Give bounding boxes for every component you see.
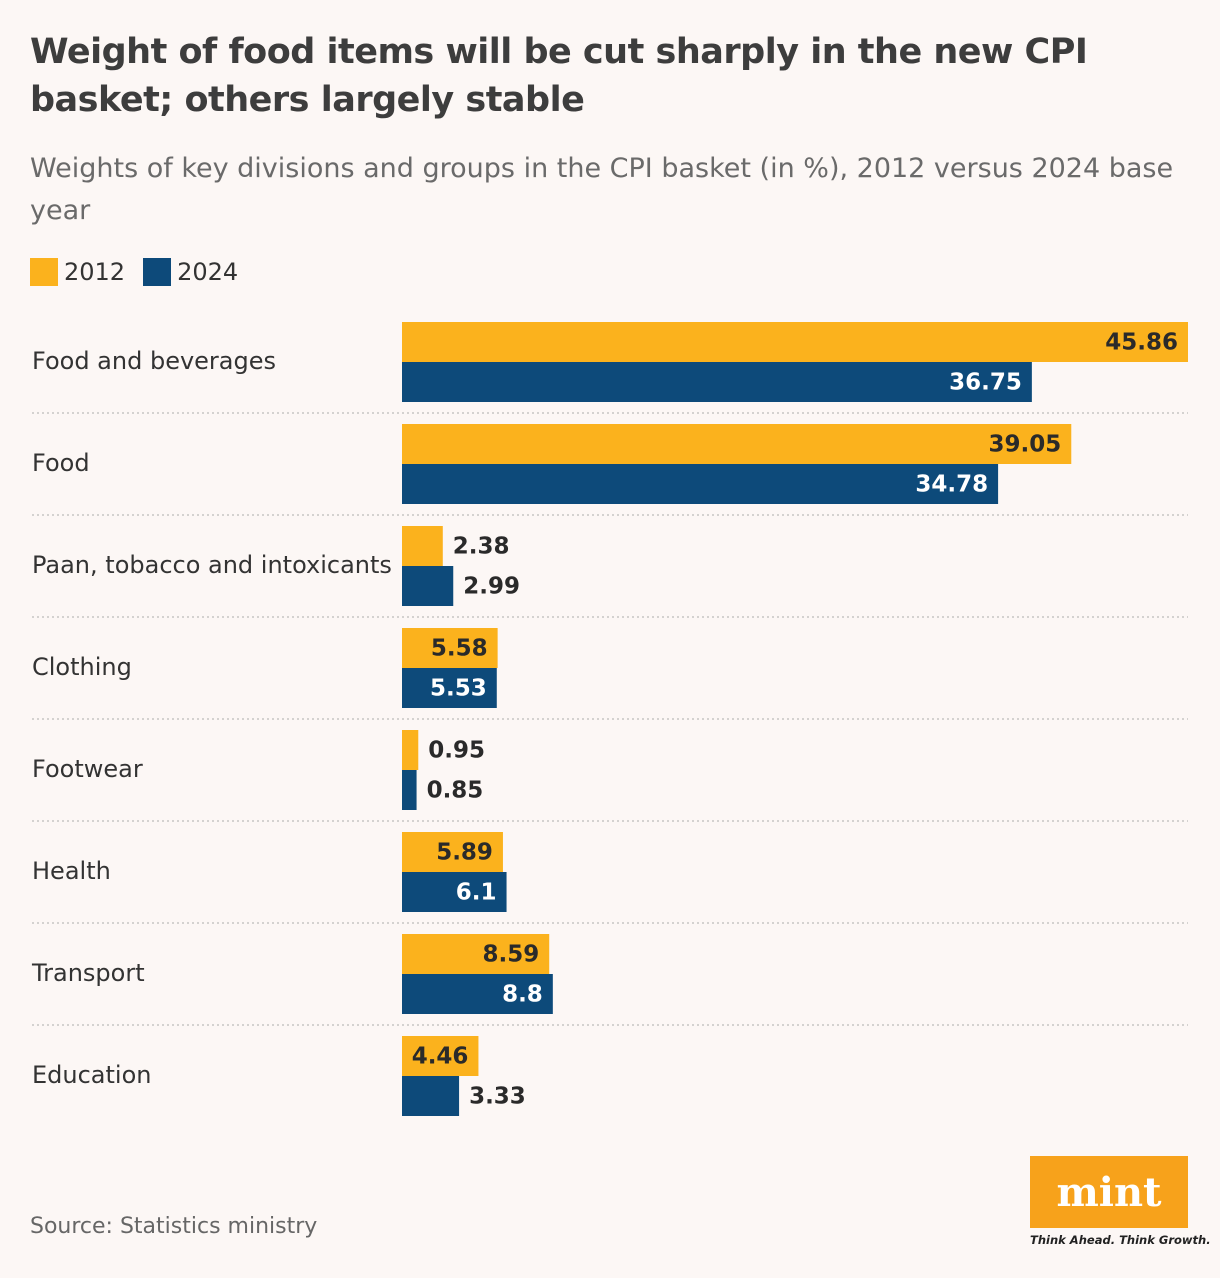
legend-swatch (30, 258, 58, 286)
category-label: Footwear (32, 755, 143, 783)
value-label: 36.75 (949, 370, 1022, 396)
category-label: Clothing (32, 653, 132, 681)
category-label: Paan, tobacco and intoxicants (32, 551, 392, 579)
bar (402, 730, 419, 770)
value-label: 34.78 (915, 472, 988, 498)
value-label: 5.53 (430, 676, 487, 702)
tagline: Think Ahead. Think Growth. (1030, 1233, 1211, 1247)
bar (402, 974, 553, 1014)
bar (402, 668, 497, 708)
value-label: 3.33 (469, 1084, 526, 1110)
bar (402, 424, 1072, 464)
bar (402, 832, 503, 872)
bar (402, 770, 417, 810)
value-label: 5.58 (431, 636, 488, 662)
value-label: 8.8 (502, 982, 543, 1008)
value-label: 2.99 (463, 574, 520, 600)
legend-swatch (143, 258, 172, 286)
value-label: 39.05 (989, 432, 1062, 458)
bar (402, 1076, 460, 1116)
legend-label: 2012 (64, 258, 126, 286)
bar (402, 934, 550, 974)
bar (402, 566, 454, 606)
bar (402, 322, 1188, 362)
bar (402, 1036, 479, 1076)
category-label: Food and beverages (32, 347, 276, 375)
bar (402, 628, 498, 668)
legend-item: 2012 (30, 258, 125, 286)
value-label: 8.59 (482, 942, 539, 968)
value-label: 45.86 (1105, 330, 1178, 356)
category-label: Food (32, 449, 90, 477)
bar (402, 526, 443, 566)
value-label: 2.38 (453, 534, 510, 560)
chart-subtitle: Weights of key divisions and groups in t… (30, 153, 1174, 226)
value-label: 0.85 (427, 778, 484, 804)
value-label: 4.46 (412, 1044, 469, 1070)
value-label: 6.1 (456, 880, 497, 906)
bar (402, 362, 1032, 402)
legend: 2012 2024 (30, 258, 238, 286)
bar (402, 872, 507, 912)
legend-label: 2024 (177, 258, 239, 286)
category-label: Transport (31, 959, 145, 987)
category-label: Education (32, 1061, 151, 1089)
value-label: 0.95 (428, 738, 485, 764)
chart-title: Weight of food items will be cut sharply… (30, 32, 1088, 120)
value-label: 5.89 (436, 840, 493, 866)
bar (402, 464, 999, 504)
category-label: Health (32, 857, 111, 885)
legend-item: 2024 (143, 258, 238, 286)
source: Source: Statistics ministry (30, 1214, 318, 1239)
logo: mint (1030, 1156, 1188, 1228)
